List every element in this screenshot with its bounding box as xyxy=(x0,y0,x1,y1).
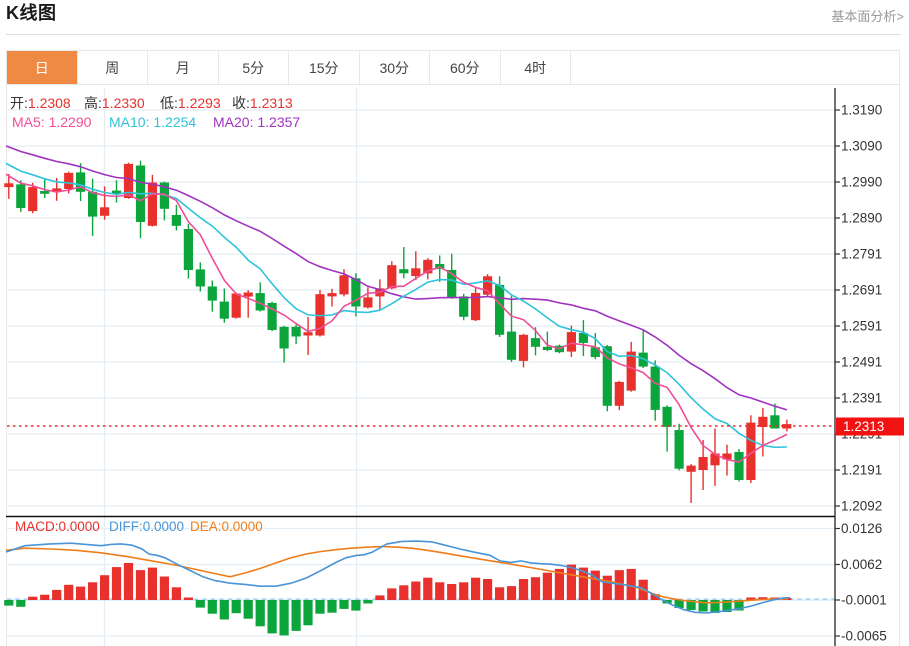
svg-text:1.2092: 1.2092 xyxy=(841,499,882,514)
svg-text:1.2313: 1.2313 xyxy=(843,419,884,434)
svg-text:-0.0001: -0.0001 xyxy=(841,593,887,608)
svg-text:1.3090: 1.3090 xyxy=(841,139,882,154)
svg-text:1.2791: 1.2791 xyxy=(841,247,882,262)
svg-text:1.2191: 1.2191 xyxy=(841,463,882,478)
svg-text:0.0126: 0.0126 xyxy=(841,521,882,536)
svg-text:1.2890: 1.2890 xyxy=(841,211,882,226)
svg-text:1.2990: 1.2990 xyxy=(841,175,882,190)
svg-text:1.2491: 1.2491 xyxy=(841,355,882,370)
svg-text:1.3190: 1.3190 xyxy=(841,103,882,118)
svg-text:1.2591: 1.2591 xyxy=(841,319,882,334)
svg-text:1.2691: 1.2691 xyxy=(841,283,882,298)
svg-text:-0.0065: -0.0065 xyxy=(841,629,887,644)
svg-text:0.0062: 0.0062 xyxy=(841,557,882,572)
svg-text:1.2391: 1.2391 xyxy=(841,391,882,406)
